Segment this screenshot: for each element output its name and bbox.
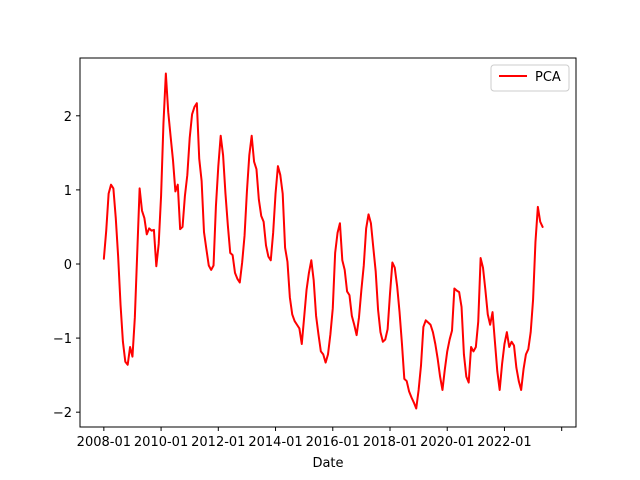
x-tick-label: 2010-01 [134, 435, 188, 450]
legend-label-pca: PCA [535, 70, 561, 85]
x-tick-label: 2012-01 [191, 435, 245, 450]
plot-area [102, 72, 544, 410]
x-tick-label: 2020-01 [420, 435, 474, 450]
y-tick-label: 0 [64, 258, 72, 273]
y-tick-label: 1 [64, 184, 72, 199]
x-tick-label: 2022-01 [477, 435, 531, 450]
legend-box [490, 64, 570, 92]
x-axis-ticks: 2008-01 2010-01 2012-01 2014-01 2016-01 2018-… [77, 427, 563, 450]
x-tick-label: 2016-01 [306, 435, 360, 450]
x-tick-label: 2018-01 [363, 435, 417, 450]
series-line-pca [102, 72, 544, 410]
x-tick-label: 2014-01 [248, 435, 302, 450]
y-axis-ticks: −2 −1 0 1 2 [53, 110, 80, 421]
axes-frame [79, 57, 577, 428]
x-axis-label: Date [312, 456, 343, 471]
y-tick-label: −2 [53, 406, 72, 421]
x-tick-label: 2008-01 [77, 435, 131, 450]
legend: PCA [490, 64, 570, 92]
y-tick-label: 2 [64, 110, 72, 125]
y-tick-label: −1 [53, 332, 72, 347]
